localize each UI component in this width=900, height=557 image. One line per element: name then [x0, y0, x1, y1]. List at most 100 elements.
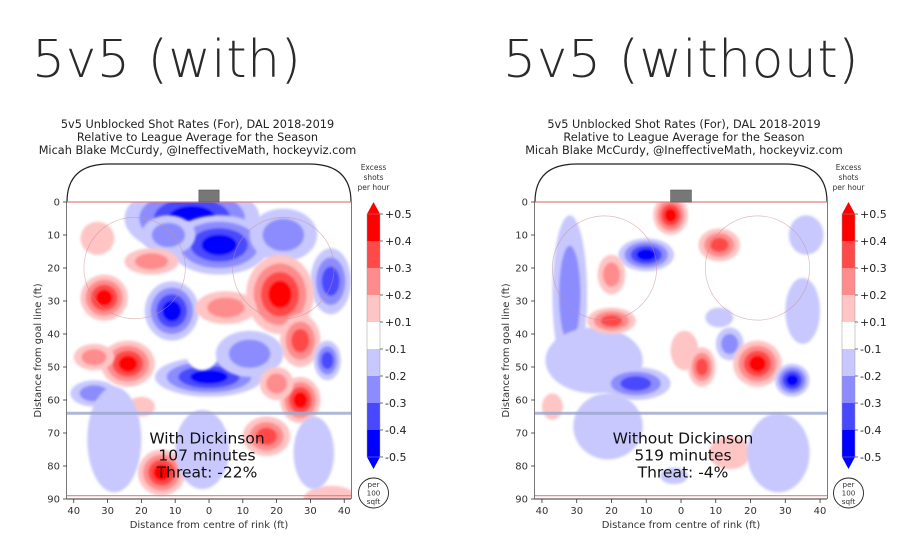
contour-region [293, 416, 335, 490]
heatmap-plot-area [535, 202, 827, 499]
contour-region [601, 367, 671, 400]
contour-level [207, 297, 245, 318]
contour-region [249, 208, 318, 262]
colorbar-tick-label: +0.5 [860, 208, 887, 221]
contour-level [81, 348, 107, 366]
annotation-line: Threat: -4% [637, 464, 729, 482]
x-tick-label: 20 [135, 506, 148, 517]
contour-region [195, 291, 257, 325]
colorbar-segment [367, 403, 380, 430]
contour-level [709, 237, 729, 253]
colorbar-segment [842, 403, 855, 430]
contour-level [785, 277, 821, 344]
contour-level [162, 300, 182, 322]
contour-level [268, 280, 292, 309]
contour-region [185, 330, 220, 371]
contour-region [280, 314, 321, 367]
contour-level [151, 222, 186, 248]
contour-level [747, 413, 810, 493]
contour-region [733, 340, 782, 387]
contour-region [660, 467, 688, 485]
faceoff-circle [232, 216, 335, 320]
y-tick-label: 80 [47, 462, 60, 473]
chart-title-line-1: 5v5 Unblocked Shot Rates (For), DAL 2018… [547, 118, 821, 131]
contour-region [144, 281, 199, 341]
x-tick-label: 30 [101, 506, 114, 517]
colorbar-tick-label: -0.3 [860, 397, 881, 410]
chart-title-line-3: Micah Blake McCurdy, @IneffectiveMath, h… [525, 144, 843, 157]
colorbar-tick-label: -0.3 [385, 397, 406, 410]
y-tick-label: 90 [515, 495, 528, 506]
unit-badge-text: sqft [842, 497, 856, 506]
y-tick-label: 70 [47, 429, 60, 440]
y-tick-label: 10 [47, 231, 60, 242]
contour-region [587, 307, 636, 334]
contour-level [255, 427, 277, 446]
x-tick-label: 20 [605, 506, 618, 517]
contour-region [87, 386, 142, 493]
contour-region [708, 436, 751, 470]
contour-region [242, 416, 291, 457]
y-tick-label: 60 [515, 396, 528, 407]
contour-region [259, 367, 294, 400]
contour-level [262, 218, 305, 252]
colorbar-segment [367, 214, 380, 241]
colorbar-segment [842, 430, 855, 457]
y-tick-label: 40 [47, 330, 60, 341]
colorbar-title: Excess [836, 163, 862, 172]
y-tick-label: 0 [522, 198, 528, 209]
colorbar-tick-label: -0.5 [385, 451, 406, 464]
colorbar-frame [366, 213, 381, 458]
colorbar-segment [842, 295, 855, 322]
x-axis-label: Distance from centre of rink (ft) [602, 520, 761, 531]
unit-badge-text: 100 [367, 489, 381, 498]
contour-region [705, 307, 734, 328]
net-icon [670, 189, 692, 203]
chart-title-without: 5v5 Unblocked Shot Rates (For), DAL 2018… [468, 118, 900, 157]
contour-level [293, 416, 335, 490]
x-tick-label: 30 [779, 506, 792, 517]
y-tick-label: 20 [515, 264, 528, 275]
colorbar-segment [842, 322, 855, 349]
contour-region [618, 238, 675, 272]
colorbar-title: Excess [361, 163, 387, 172]
net-icon [198, 189, 220, 203]
contour-region [80, 221, 115, 255]
x-tick-label: 0 [678, 506, 684, 517]
contour-region [698, 228, 741, 262]
annotation-line: 107 minutes [158, 447, 255, 465]
heatmap-plot-area [67, 202, 351, 499]
colorbar-tick-label: +0.1 [860, 316, 887, 329]
heading-with: 5v5 (with) [32, 30, 302, 90]
x-tick-label: 40 [814, 506, 827, 517]
colorbar-segment [842, 268, 855, 295]
contour-region [774, 363, 810, 397]
faceoff-circle [552, 215, 658, 321]
contour-level [291, 328, 310, 353]
colorbar-frame [841, 213, 856, 458]
colorbar-tick-label: -0.1 [860, 343, 881, 356]
contour-region [788, 215, 824, 255]
colorbar-tick-label: -0.2 [860, 370, 881, 383]
contour-level [190, 370, 228, 384]
contour-level [664, 208, 677, 223]
unit-badge-text: sqft [367, 497, 381, 506]
colorbar-tick-label: -0.1 [385, 343, 406, 356]
contour-level [153, 464, 170, 481]
y-tick-label: 50 [515, 363, 528, 374]
contour-level [559, 245, 581, 344]
colorbar-title: shots [838, 173, 858, 182]
contour-level [321, 351, 334, 370]
contour-region [573, 393, 643, 460]
unit-badge-text: per [368, 480, 380, 489]
contour-level [708, 436, 751, 470]
heading-without: 5v5 (without) [503, 30, 860, 90]
x-axis-label: Distance from centre of rink (ft) [130, 520, 289, 531]
contour-level [118, 355, 138, 372]
colorbar-segment [367, 349, 380, 376]
colorbar-segment [367, 322, 380, 349]
colorbar-segment [842, 349, 855, 376]
y-tick-label: 90 [47, 495, 60, 506]
